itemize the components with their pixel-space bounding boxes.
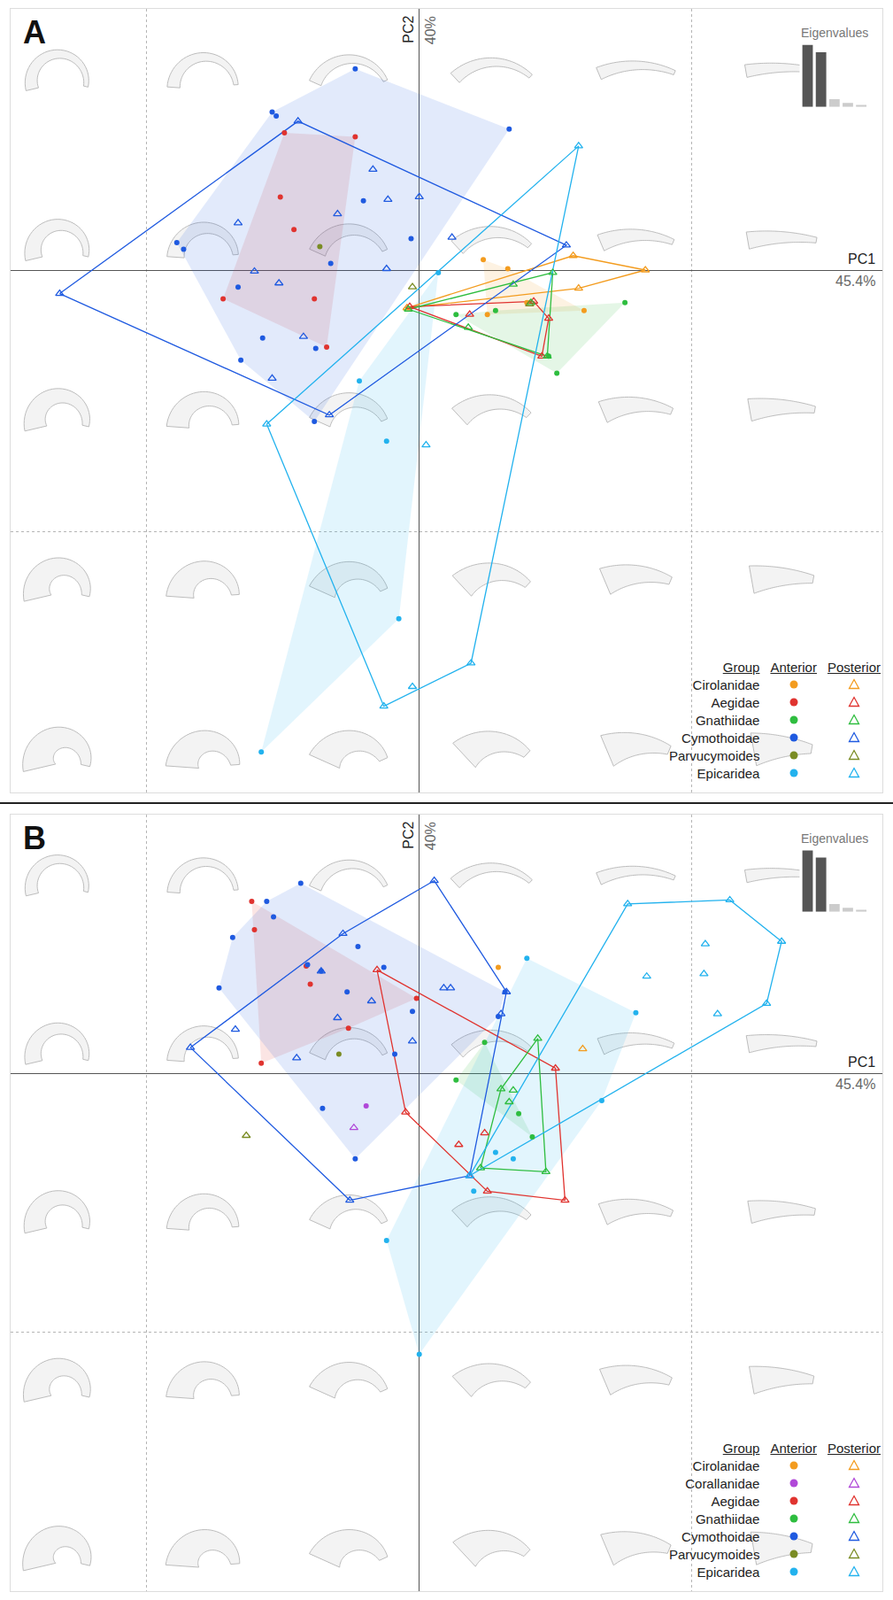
html-text:Posterior: Posterior [827,1439,881,1455]
html-text:Group: Group [722,658,760,674]
svg-text:PC2: PC2 [400,15,416,43]
html-text:Posterior: Posterior [827,658,881,674]
svg-text:Eigenvalues: Eigenvalues [800,25,869,40]
html-text:Aegidae: Aegidae [711,1492,760,1508]
html-text:Corallanidae: Corallanidae [685,1474,760,1490]
html-text:Parvucymoides: Parvucymoides [668,747,760,763]
svg-text:PC1: PC1 [847,1054,876,1070]
svg-text:A: A [23,14,47,51]
svg-text:45.4%: 45.4% [835,273,876,289]
svg-text:PC2: PC2 [400,820,416,848]
html-text:Gnathiidae: Gnathiidae [695,1510,760,1526]
html-text:Anterior: Anterior [770,1439,817,1455]
svg-text:Eigenvalues: Eigenvalues [800,831,869,846]
html-text:Epicaridea: Epicaridea [696,1563,760,1579]
svg-text:40%: 40% [423,15,439,45]
html-text:Cymothoidae: Cymothoidae [681,1528,760,1544]
html-text:Anterior: Anterior [770,658,817,674]
html-text:Cirolanidae: Cirolanidae [692,1457,760,1473]
html-text:Cymothoidae: Cymothoidae [681,729,760,745]
html-text:Epicaridea: Epicaridea [696,765,760,781]
svg-text:40%: 40% [423,821,439,850]
html-text:Aegidae: Aegidae [711,694,760,710]
html-text:Gnathiidae: Gnathiidae [695,712,760,728]
html-text:Cirolanidae: Cirolanidae [692,676,760,692]
html-text:Parvucymoides: Parvucymoides [668,1545,760,1561]
svg-text:45.4%: 45.4% [835,1076,876,1092]
svg-text:PC1: PC1 [847,251,876,267]
html-text:Group: Group [722,1439,760,1455]
svg-text:B: B [23,819,47,856]
